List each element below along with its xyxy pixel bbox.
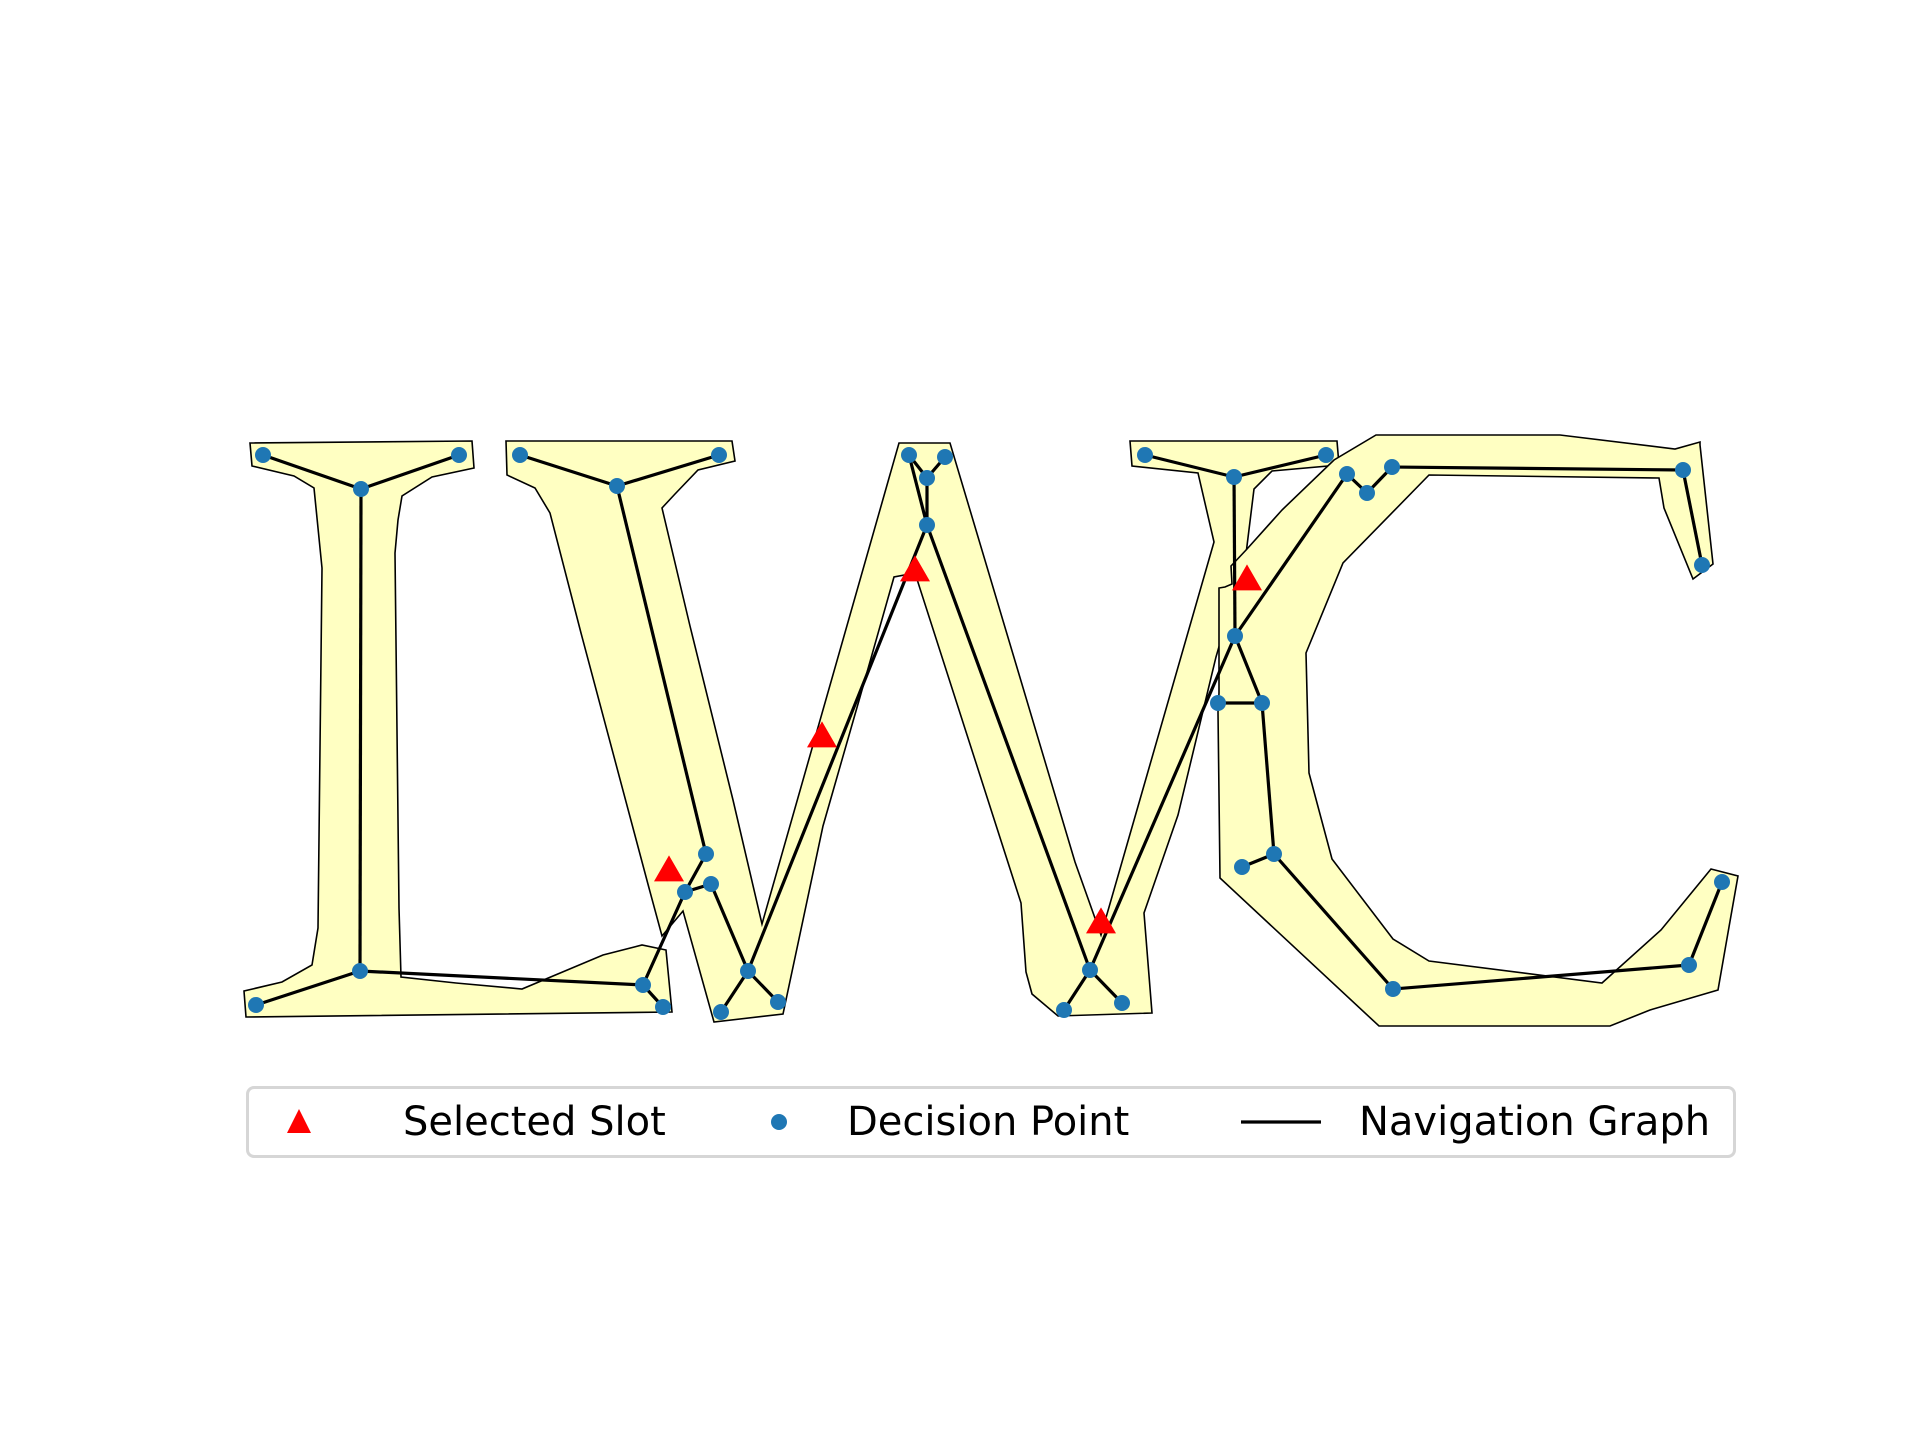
graph-edge	[1144, 453, 1235, 479]
decision-point	[248, 997, 264, 1013]
graph-edge	[1232, 471, 1237, 637]
graph-edge	[1233, 453, 1327, 479]
graph-edge	[360, 453, 460, 491]
decision-point	[740, 963, 756, 979]
circle-marker-icon	[771, 1114, 787, 1130]
graph-edge	[746, 524, 929, 972]
graph-edge	[925, 524, 1092, 971]
graph-edge	[1233, 635, 1264, 704]
decision-point	[919, 470, 935, 486]
decision-point	[1227, 628, 1243, 644]
decision-point	[1385, 981, 1401, 997]
graph-edge	[1088, 635, 1237, 971]
decision-point	[698, 846, 714, 862]
decision-point	[1082, 962, 1098, 978]
decision-point	[1675, 462, 1691, 478]
decision-point	[1254, 695, 1270, 711]
decision-point	[1226, 469, 1242, 485]
graph-edge	[1687, 881, 1724, 966]
decision-point	[677, 884, 693, 900]
decision-point	[1714, 874, 1730, 890]
decision-point	[1056, 1002, 1072, 1018]
graph-edge	[615, 485, 708, 855]
decision-point	[255, 447, 271, 463]
decision-point	[1210, 695, 1226, 711]
decision-point	[655, 999, 671, 1015]
decision-point	[711, 447, 727, 463]
decision-point	[352, 963, 368, 979]
legend-label-navigation-graph: Navigation Graph	[1359, 1099, 1711, 1145]
decision-point	[1384, 459, 1400, 475]
graph-edge	[907, 454, 929, 526]
decision-point	[937, 449, 953, 465]
graph-edge	[719, 970, 750, 1013]
legend-item-decision-point: Decision Point	[723, 1089, 1129, 1155]
selected-slots	[654, 555, 1262, 934]
legend-item-navigation-graph: Navigation Graph	[1229, 1089, 1710, 1155]
decision-point	[703, 876, 719, 892]
decision-point	[1339, 466, 1355, 482]
region-letter-i	[243, 440, 673, 1018]
selected-slot-marker	[807, 721, 837, 748]
graph-edge	[709, 883, 750, 972]
region-letter-c	[1217, 434, 1739, 1027]
legend-item-selected-slot: Selected Slot	[273, 1089, 666, 1155]
decision-point	[901, 447, 917, 463]
selected-slot-marker	[900, 555, 930, 582]
graph-edge	[519, 453, 618, 488]
decision-point	[1694, 557, 1710, 573]
graph-edge	[616, 453, 720, 488]
selected-slot-marker	[1232, 564, 1262, 591]
decision-point	[1359, 485, 1375, 501]
legend: Selected Slot Decision Point Navigation …	[246, 1086, 1736, 1158]
decision-point	[1137, 447, 1153, 463]
graph-edge	[1272, 852, 1395, 991]
graph-edge	[641, 891, 687, 986]
graph-edge	[358, 488, 363, 972]
graph-edge	[359, 969, 644, 987]
decision-point	[1681, 957, 1697, 973]
decision-point	[1234, 859, 1250, 875]
legend-label-decision-point: Decision Point	[847, 1099, 1130, 1145]
decision-point	[1114, 995, 1130, 1011]
graph-edge	[1392, 963, 1690, 991]
decision-point	[512, 447, 528, 463]
line-marker-icon	[1241, 1120, 1321, 1124]
graph-edge	[1391, 465, 1684, 472]
decision-point	[770, 994, 786, 1010]
decision-point	[1318, 447, 1334, 463]
decision-point	[609, 478, 625, 494]
decision-point	[635, 977, 651, 993]
graph-edge	[1260, 702, 1276, 855]
legend-label-selected-slot: Selected Slot	[403, 1099, 666, 1145]
decision-point	[713, 1004, 729, 1020]
decision-point	[919, 517, 935, 533]
decision-point	[1266, 846, 1282, 862]
graph-edge	[255, 969, 361, 1007]
walkable-regions	[243, 434, 1739, 1027]
graph-edge	[1681, 469, 1704, 566]
selected-slot-marker	[1086, 907, 1116, 934]
decision-points	[248, 447, 1730, 1020]
triangle-marker-icon	[287, 1109, 311, 1133]
decision-point	[353, 481, 369, 497]
decision-point	[451, 447, 467, 463]
selected-slot-marker	[654, 855, 684, 882]
graph-edge	[262, 453, 362, 491]
graph-edge	[1233, 473, 1349, 637]
